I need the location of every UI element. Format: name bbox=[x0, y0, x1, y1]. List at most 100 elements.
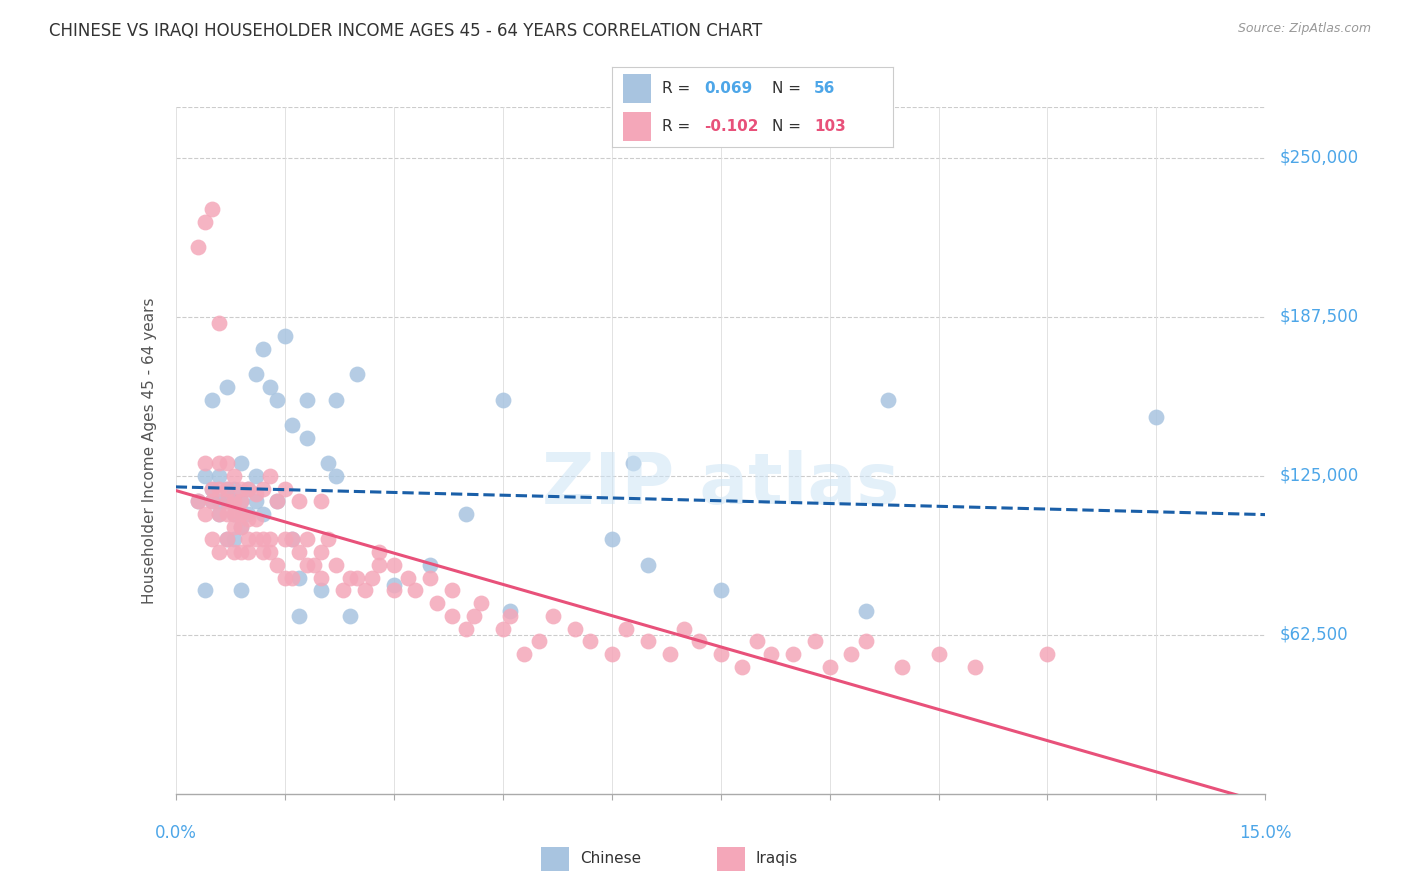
Point bbox=[231, 545, 253, 559]
Point bbox=[252, 507, 274, 521]
Point bbox=[245, 486, 267, 500]
Point bbox=[259, 545, 281, 559]
Point bbox=[440, 608, 463, 623]
Point bbox=[215, 380, 238, 394]
Point bbox=[382, 558, 405, 572]
Point bbox=[513, 647, 536, 661]
Text: Chinese: Chinese bbox=[581, 851, 641, 865]
Point bbox=[274, 571, 297, 585]
Point bbox=[215, 456, 238, 470]
Point bbox=[259, 380, 281, 394]
Point bbox=[295, 431, 318, 445]
Point bbox=[492, 392, 515, 407]
Point bbox=[194, 507, 217, 521]
Point bbox=[222, 533, 245, 547]
Point bbox=[208, 456, 231, 470]
Point bbox=[396, 571, 419, 585]
Point bbox=[346, 571, 368, 585]
Point bbox=[492, 622, 515, 636]
Point bbox=[245, 469, 267, 483]
Point bbox=[208, 507, 231, 521]
Point bbox=[208, 545, 231, 559]
Point bbox=[238, 512, 260, 526]
Text: $125,000: $125,000 bbox=[1279, 467, 1358, 485]
Text: N =: N = bbox=[772, 119, 806, 134]
Point bbox=[215, 533, 238, 547]
Point bbox=[222, 494, 245, 508]
Point bbox=[841, 647, 863, 661]
Point bbox=[222, 507, 245, 521]
Point bbox=[238, 482, 260, 496]
Point bbox=[252, 342, 274, 356]
Point bbox=[288, 608, 311, 623]
Point bbox=[201, 392, 224, 407]
Point bbox=[222, 469, 245, 483]
Point bbox=[600, 533, 623, 547]
Point bbox=[1146, 410, 1168, 425]
Point bbox=[295, 392, 318, 407]
Point bbox=[201, 494, 224, 508]
Point bbox=[231, 507, 253, 521]
Point bbox=[818, 659, 841, 673]
Point bbox=[804, 634, 827, 648]
Point bbox=[194, 456, 217, 470]
Point bbox=[710, 647, 733, 661]
Point bbox=[231, 482, 253, 496]
Text: CHINESE VS IRAQI HOUSEHOLDER INCOME AGES 45 - 64 YEARS CORRELATION CHART: CHINESE VS IRAQI HOUSEHOLDER INCOME AGES… bbox=[49, 22, 762, 40]
Point bbox=[295, 533, 318, 547]
Point bbox=[346, 367, 368, 381]
Point bbox=[245, 512, 267, 526]
Text: 15.0%: 15.0% bbox=[1239, 824, 1292, 842]
Point bbox=[302, 558, 325, 572]
Point bbox=[201, 482, 224, 496]
Point bbox=[405, 583, 427, 598]
Point bbox=[440, 583, 463, 598]
Point bbox=[710, 583, 733, 598]
Point bbox=[201, 533, 224, 547]
Point bbox=[266, 392, 288, 407]
Point bbox=[456, 507, 478, 521]
Point bbox=[274, 329, 297, 343]
Text: 0.0%: 0.0% bbox=[155, 824, 197, 842]
Point bbox=[259, 533, 281, 547]
Point bbox=[252, 533, 274, 547]
Point bbox=[673, 622, 696, 636]
Point bbox=[499, 604, 522, 618]
Point bbox=[266, 494, 288, 508]
Point bbox=[658, 647, 681, 661]
Point bbox=[332, 583, 354, 598]
Point bbox=[382, 583, 405, 598]
FancyBboxPatch shape bbox=[623, 74, 651, 103]
Point bbox=[208, 469, 231, 483]
Point bbox=[419, 571, 441, 585]
Point bbox=[745, 634, 768, 648]
Point bbox=[614, 622, 637, 636]
FancyBboxPatch shape bbox=[717, 847, 745, 871]
Text: $187,500: $187,500 bbox=[1279, 308, 1358, 326]
Point bbox=[963, 659, 986, 673]
Point bbox=[600, 647, 623, 661]
Point bbox=[543, 608, 565, 623]
Text: R =: R = bbox=[662, 119, 696, 134]
Point bbox=[208, 316, 231, 330]
Point bbox=[360, 571, 382, 585]
Point bbox=[215, 482, 238, 496]
Point bbox=[208, 507, 231, 521]
Point bbox=[194, 583, 217, 598]
Point bbox=[231, 494, 253, 508]
Point bbox=[419, 558, 441, 572]
Text: -0.102: -0.102 bbox=[704, 119, 759, 134]
Point bbox=[215, 482, 238, 496]
Point bbox=[245, 494, 267, 508]
Point bbox=[231, 583, 253, 598]
Point bbox=[274, 533, 297, 547]
Point bbox=[876, 392, 898, 407]
Point bbox=[231, 520, 253, 534]
Point bbox=[456, 622, 478, 636]
Point bbox=[274, 482, 297, 496]
Text: $62,500: $62,500 bbox=[1279, 626, 1348, 644]
Point bbox=[266, 558, 288, 572]
Point bbox=[231, 520, 253, 534]
Point bbox=[309, 545, 332, 559]
Point bbox=[499, 608, 522, 623]
